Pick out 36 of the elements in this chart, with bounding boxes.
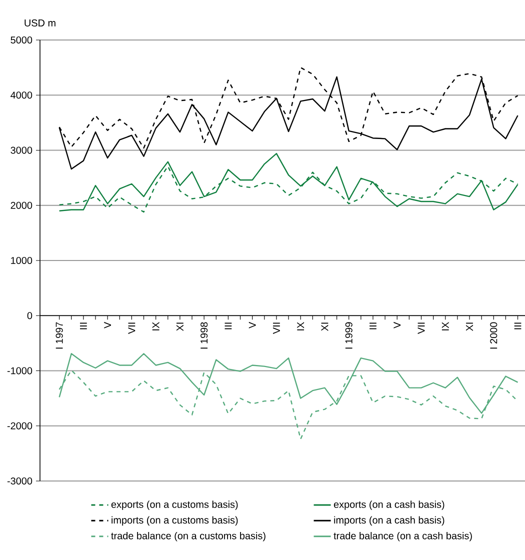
legend-label: exports (on a customs basis) (111, 500, 238, 510)
x-tick-label: XI (321, 322, 328, 332)
x-tick-label: VII (418, 322, 425, 334)
x-tick-label: V (104, 322, 111, 328)
y-tick-label: 3000 (10, 146, 32, 154)
x-tick-label: I 1999 (345, 322, 352, 349)
x-tick-label: V (394, 322, 401, 328)
x-tick-label: III (224, 322, 232, 330)
x-tick-label: IX (442, 322, 449, 330)
y-tick-label: 0 (27, 312, 32, 320)
y-axis-title: USD m (24, 19, 56, 26)
x-tick-label: IX (297, 322, 304, 330)
legend-label: exports (on a cash basis) (334, 500, 444, 510)
x-tick-label: V (248, 322, 256, 328)
x-tick-label: I 1997 (56, 322, 63, 349)
x-tick-label: VII (273, 322, 280, 334)
x-tick-label: III (80, 322, 87, 330)
x-tick-label: I 2000 (490, 322, 498, 349)
y-tick-label: -3000 (7, 477, 32, 485)
x-tick-label: III (514, 322, 522, 330)
y-tick-label: -2000 (7, 422, 32, 430)
y-tick-label: 1000 (11, 256, 32, 264)
y-tick-label: 4000 (10, 92, 32, 99)
y-tick-label: 2000 (10, 202, 32, 209)
y-tick-label: -1000 (7, 367, 32, 374)
x-tick-label: III (370, 322, 376, 330)
x-tick-label: XI (466, 322, 473, 332)
x-tick-label: IX (152, 322, 160, 330)
legend-label: trade balance (on a cash basis) (334, 532, 472, 542)
legend-label: trade balance (on a customs basis) (111, 532, 266, 542)
legend-label: imports (on a customs basis) (112, 516, 238, 526)
x-tick-label: XI (176, 322, 184, 332)
y-tick-label: 5000 (10, 36, 32, 44)
x-tick-label: VII (128, 322, 136, 334)
x-tick-label: I 1998 (200, 322, 208, 349)
legend-label: imports (on a cash basis) (334, 516, 444, 526)
